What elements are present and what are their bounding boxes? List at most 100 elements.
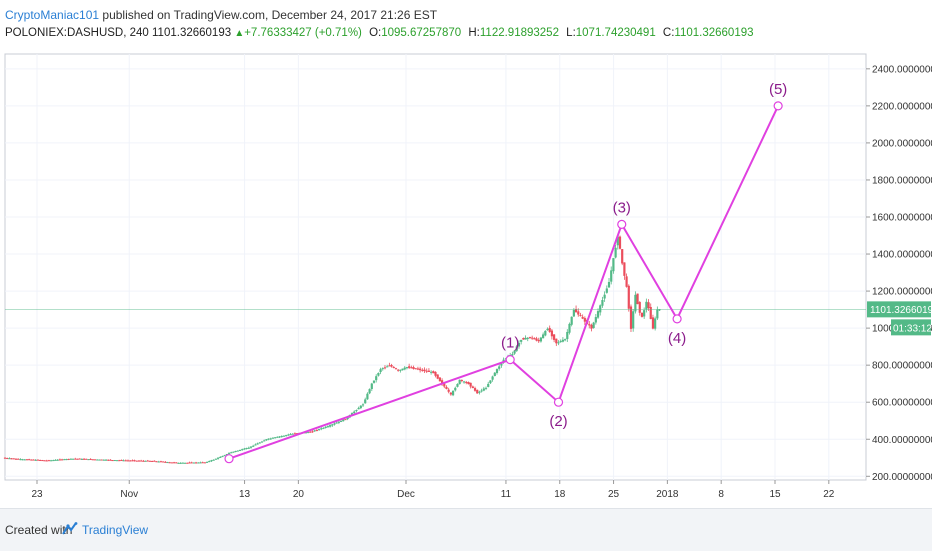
candle-body (166, 462, 169, 464)
candle-body (370, 383, 373, 390)
candle-body (107, 459, 110, 461)
y-tick-label: 800.00000000 (872, 361, 932, 372)
price-change: +7.76333427 (+0.71%) (244, 27, 362, 39)
created-with-text: Created with (5, 523, 73, 537)
candle-body (632, 311, 635, 329)
candle-body (542, 334, 545, 339)
candle-body (137, 460, 141, 462)
candle-body (140, 460, 143, 462)
candle-body (438, 377, 441, 382)
candle-body (34, 459, 37, 461)
candle-body (326, 426, 329, 428)
candle-body (186, 462, 189, 464)
candle-body (603, 294, 606, 299)
x-tick-label: 23 (31, 489, 43, 500)
ohlc-bar: POLONIEX:DASHUSD, 240 1101.32660193 ▲+7.… (5, 27, 754, 39)
countdown-badge (891, 319, 931, 336)
y-tick-label: 2000.00000000 (872, 138, 932, 149)
tradingview-brand[interactable]: TradingView (82, 523, 149, 537)
candle-body (337, 421, 340, 423)
candle-body (361, 404, 365, 406)
candle-body (471, 386, 474, 389)
candle-body (249, 446, 253, 448)
candle-body (100, 459, 103, 461)
published-text: published on TradingView.com, December 2… (102, 8, 438, 22)
open-label: O: (369, 27, 382, 39)
candle-body (293, 433, 297, 435)
candle-body (23, 459, 26, 461)
candle-body (58, 459, 62, 461)
candle-body (447, 389, 450, 392)
candle-body (82, 458, 86, 460)
last-price-label: 1101.32660193 (870, 305, 932, 316)
candle-body (478, 391, 481, 393)
candle-body (243, 448, 246, 450)
close-value: 1101.32660193 (674, 27, 754, 39)
candle-body (561, 339, 564, 342)
candle-body (241, 449, 244, 451)
candle-body (566, 331, 569, 339)
x-tick-label: 25 (608, 489, 620, 500)
candle-body (208, 460, 211, 462)
candle-body (265, 439, 268, 441)
candle-body (32, 459, 35, 461)
candle-body (267, 438, 270, 440)
candle-body (254, 444, 257, 446)
candle-body (181, 462, 185, 464)
candle-body (6, 458, 9, 460)
candle-body (30, 459, 33, 461)
candle-body (482, 388, 485, 391)
candle-body (654, 318, 657, 329)
candle-body (574, 309, 578, 313)
candle-body (386, 366, 389, 368)
author-link[interactable]: CryptoManiac101 (5, 8, 100, 22)
candle-body (252, 445, 255, 447)
candle-body (126, 460, 130, 462)
candle-body (50, 460, 53, 462)
candle-body (430, 371, 433, 373)
candle-body (234, 451, 237, 453)
candle-body (473, 388, 477, 391)
candle-body (377, 372, 380, 376)
candle-body (607, 281, 611, 288)
candle-body (328, 425, 332, 427)
candle-body (599, 305, 602, 313)
wave-point (553, 397, 564, 407)
candle-body (440, 380, 444, 385)
candle-body (291, 433, 294, 435)
candle-body (465, 381, 468, 383)
candle-body (355, 410, 358, 412)
candle-body (122, 460, 125, 462)
candle-body (311, 431, 314, 433)
candle-body (487, 383, 490, 387)
candle-body (221, 456, 224, 458)
wave-label: (1) (501, 335, 519, 352)
candle-body (634, 294, 637, 312)
candle-body (638, 302, 641, 313)
candle-body (456, 384, 459, 387)
candle-body (315, 429, 318, 431)
candle-body (91, 459, 94, 461)
candle-body (216, 457, 220, 459)
candle-body (381, 368, 384, 370)
candle-body (269, 438, 272, 440)
candle-body (621, 249, 624, 264)
x-tick-label: 8 (718, 489, 724, 500)
x-tick-label: 2018 (656, 489, 679, 500)
candle-body (168, 462, 171, 464)
price-chart[interactable]: 200.00000000 400.00000000 600.00000000 800.… (0, 44, 932, 508)
wave-point (672, 314, 682, 324)
y-tick-label: 400.00000000 (872, 435, 932, 446)
candle-body (320, 428, 323, 430)
candle-body (364, 399, 367, 404)
candle-body (56, 459, 59, 461)
candle-body (331, 424, 334, 426)
candle-body (307, 431, 310, 433)
x-tick-label: 11 (501, 489, 512, 500)
candle-body (8, 458, 11, 460)
candle-body (285, 435, 288, 437)
candle-body (517, 343, 521, 347)
candle-body (333, 423, 336, 425)
candle-body (52, 460, 55, 462)
candle-body (649, 306, 652, 319)
